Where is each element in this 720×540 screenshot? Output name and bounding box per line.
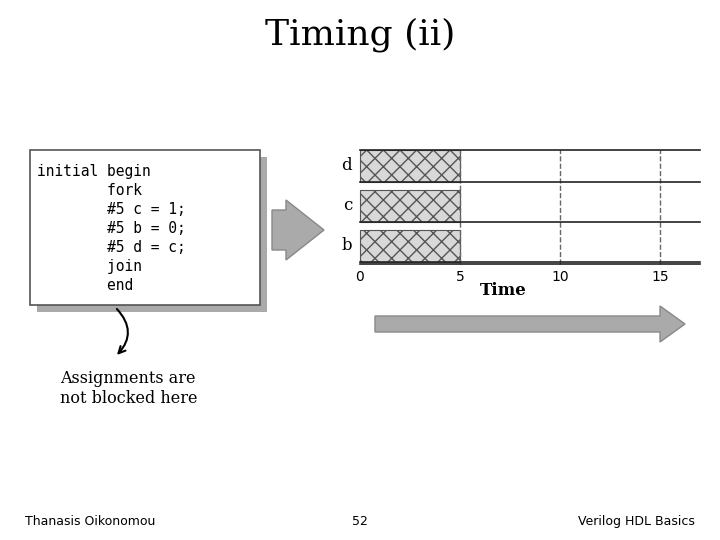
Text: end: end [37, 278, 133, 293]
Text: Assignments are
not blocked here: Assignments are not blocked here [60, 370, 197, 407]
Text: #5 c = 1;: #5 c = 1; [37, 202, 186, 217]
Text: initial begin: initial begin [37, 164, 150, 179]
Text: Timing (ii): Timing (ii) [265, 18, 455, 52]
Text: 15: 15 [651, 270, 669, 284]
Text: 5: 5 [456, 270, 464, 284]
Polygon shape [375, 306, 685, 342]
Text: #5 d = c;: #5 d = c; [37, 240, 186, 255]
Text: 10: 10 [552, 270, 569, 284]
Bar [360, 190, 460, 222]
Text: #5 b = 0;: #5 b = 0; [37, 221, 186, 236]
Text: b: b [341, 238, 352, 254]
FancyBboxPatch shape [37, 157, 267, 312]
Text: join: join [37, 259, 142, 274]
Bar [360, 150, 460, 182]
Text: 0: 0 [356, 270, 364, 284]
Polygon shape [272, 200, 324, 260]
FancyBboxPatch shape [30, 150, 260, 305]
Text: Verilog HDL Basics: Verilog HDL Basics [578, 515, 695, 528]
Text: fork: fork [37, 183, 142, 198]
Text: 52: 52 [352, 515, 368, 528]
Text: c: c [343, 198, 352, 214]
Bar [360, 230, 460, 262]
Text: Thanasis Oikonomou: Thanasis Oikonomou [25, 515, 156, 528]
FancyArrowPatch shape [117, 309, 128, 353]
Text: Time: Time [480, 282, 526, 299]
Text: d: d [341, 158, 352, 174]
